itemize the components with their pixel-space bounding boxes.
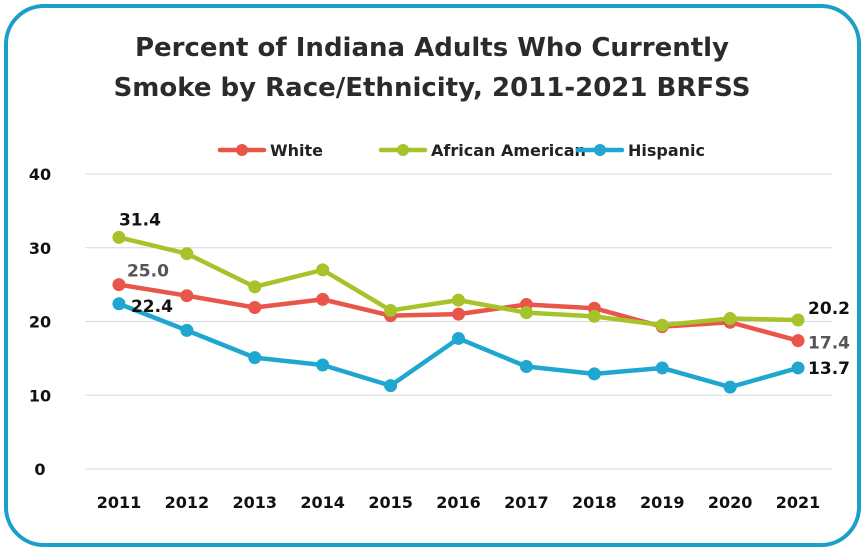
- legend-swatch-marker: [236, 144, 248, 156]
- legend-label: African American: [431, 141, 586, 160]
- data-point: [452, 331, 465, 345]
- x-tick-label: 2013: [233, 493, 278, 512]
- data-point: [587, 309, 601, 323]
- legend-swatch-marker: [397, 144, 409, 156]
- data-point: [723, 312, 737, 326]
- data-point: [791, 313, 805, 327]
- data-labels: 31.4 25.0 22.4 20.2 17.4 13.7: [119, 210, 850, 379]
- x-tick-label: 2016: [436, 493, 481, 512]
- x-axis: 2011 2012 2013 2014 2015 2016 2017 2018 2019 2020…: [97, 493, 821, 512]
- data-point: [248, 280, 262, 294]
- y-tick-label: 0: [34, 460, 45, 479]
- x-tick-label: 2019: [640, 493, 685, 512]
- data-point: [316, 263, 330, 277]
- legend: White African American Hispanic: [217, 141, 705, 160]
- data-point: [519, 306, 533, 320]
- chart-card: [4, 4, 861, 547]
- data-label: 13.7: [808, 359, 850, 379]
- data-point: [248, 300, 262, 314]
- legend-swatch-marker: [594, 144, 606, 156]
- data-point: [452, 293, 465, 307]
- data-label: 31.4: [119, 210, 161, 230]
- y-tick-label: 30: [29, 239, 51, 258]
- series-hispanic: [112, 297, 805, 394]
- data-point: [587, 367, 601, 381]
- series-group: [112, 230, 805, 394]
- data-point: [316, 292, 330, 306]
- data-point: [180, 247, 194, 261]
- x-tick-label: 2011: [97, 493, 142, 512]
- data-point: [112, 297, 126, 311]
- y-axis: 0 10 20 30 40: [29, 165, 51, 479]
- legend-label: White: [270, 141, 323, 160]
- data-label: 20.2: [808, 299, 850, 319]
- y-tick-label: 20: [29, 313, 51, 332]
- data-point: [452, 307, 465, 321]
- data-label: 22.4: [131, 297, 173, 317]
- data-point: [248, 351, 262, 365]
- series-african-american: [112, 230, 805, 332]
- chart-title-line-1: Percent of Indiana Adults Who Currently: [135, 33, 729, 63]
- y-tick-label: 10: [29, 386, 51, 405]
- data-point: [791, 334, 805, 348]
- data-point: [655, 318, 669, 332]
- x-tick-label: 2017: [504, 493, 549, 512]
- data-point: [384, 379, 398, 393]
- x-tick-label: 2012: [165, 493, 210, 512]
- data-point: [723, 380, 737, 394]
- data-label: 17.4: [808, 334, 850, 354]
- y-tick-label: 40: [29, 165, 51, 184]
- x-tick-label: 2021: [776, 493, 821, 512]
- data-point: [655, 361, 669, 375]
- chart-title-line-2: Smoke by Race/Ethnicity, 2011-2021 BRFSS: [114, 73, 751, 103]
- x-tick-label: 2014: [300, 493, 345, 512]
- x-tick-label: 2020: [708, 493, 753, 512]
- data-point: [519, 359, 533, 373]
- data-label: 25.0: [127, 262, 169, 282]
- data-point: [384, 303, 398, 317]
- line-chart: Percent of Indiana Adults Who Currently …: [29, 33, 850, 512]
- legend-label: Hispanic: [628, 141, 705, 160]
- data-point: [180, 289, 194, 303]
- x-tick-label: 2018: [572, 493, 617, 512]
- data-point: [180, 323, 194, 337]
- data-point: [112, 230, 126, 244]
- data-point: [316, 358, 330, 372]
- data-point: [791, 361, 805, 375]
- x-tick-label: 2015: [368, 493, 413, 512]
- data-point: [112, 278, 126, 292]
